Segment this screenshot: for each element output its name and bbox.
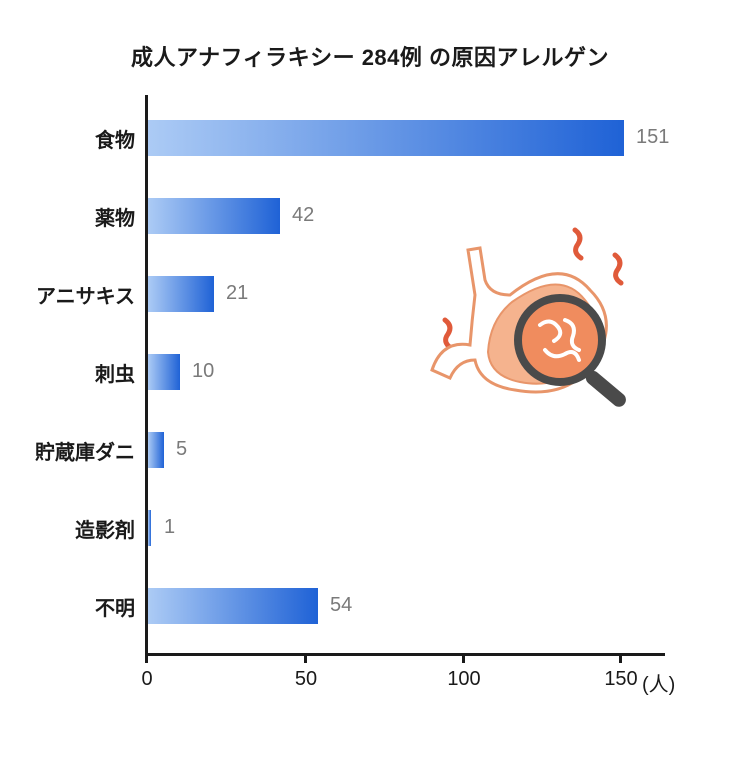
x-axis-line xyxy=(145,653,665,656)
bar xyxy=(148,510,151,546)
x-tick-label: 150 xyxy=(604,668,637,691)
chart-title: 成人アナフィラキシー 284例 の原因アレルゲン xyxy=(0,40,740,72)
bar xyxy=(148,588,318,624)
y-category-label: 造影剤 xyxy=(0,514,135,543)
y-axis-line xyxy=(145,95,148,655)
y-category-label: 刺虫 xyxy=(0,358,135,387)
stomach-illustration xyxy=(420,220,650,420)
bar-row: 貯蔵庫ダニ xyxy=(0,430,740,470)
bar xyxy=(148,354,180,390)
x-tick-label: 50 xyxy=(295,668,317,691)
bar-value-label: 151 xyxy=(636,126,669,149)
bar-value-label: 5 xyxy=(176,438,187,461)
bar-value-label: 10 xyxy=(192,360,214,383)
x-axis-unit-label: (人) xyxy=(642,668,675,697)
y-category-label: 薬物 xyxy=(0,202,135,231)
bar-value-label: 21 xyxy=(226,282,248,305)
bar-row: 造影剤 xyxy=(0,508,740,548)
bar xyxy=(148,198,280,234)
x-tick-mark xyxy=(304,653,307,663)
x-tick-mark xyxy=(619,653,622,663)
x-tick-label: 0 xyxy=(141,668,152,691)
bar-value-label: 42 xyxy=(292,204,314,227)
x-tick-mark xyxy=(145,653,148,663)
y-category-label: アニサキス xyxy=(0,280,135,309)
x-tick-mark xyxy=(462,653,465,663)
bar xyxy=(148,120,624,156)
x-tick-label: 100 xyxy=(447,668,480,691)
bar-value-label: 1 xyxy=(164,516,175,539)
bar xyxy=(148,432,164,468)
y-category-label: 貯蔵庫ダニ xyxy=(0,436,135,465)
chart-container: 成人アナフィラキシー 284例 の原因アレルゲン 食物 薬物 アニサキス 刺虫 … xyxy=(0,0,740,757)
bar-value-label: 54 xyxy=(330,594,352,617)
bar xyxy=(148,276,214,312)
y-category-label: 食物 xyxy=(0,124,135,153)
y-category-label: 不明 xyxy=(0,592,135,621)
bar-row: 不明 xyxy=(0,586,740,626)
